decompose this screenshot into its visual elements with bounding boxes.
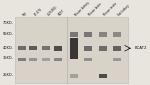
- Text: 40KD-: 40KD-: [3, 46, 14, 50]
- Text: 35KD-: 35KD-: [3, 56, 14, 60]
- Bar: [113, 58, 121, 61]
- Text: Mouse brain: Mouse brain: [88, 2, 103, 17]
- Bar: [99, 32, 107, 37]
- Bar: [30, 46, 38, 50]
- Text: 55KD-: 55KD-: [3, 32, 14, 36]
- Text: 25KD-: 25KD-: [3, 73, 14, 77]
- Bar: [42, 58, 50, 61]
- Bar: [113, 46, 121, 50]
- Bar: [84, 46, 92, 50]
- Bar: [70, 74, 78, 78]
- Text: U-251MG: U-251MG: [46, 5, 58, 17]
- Text: 70KD-: 70KD-: [3, 21, 14, 25]
- Bar: [54, 46, 62, 50]
- Text: Mouse testis: Mouse testis: [103, 2, 118, 17]
- Bar: [54, 58, 62, 61]
- Text: BT-474: BT-474: [33, 7, 43, 17]
- Bar: [84, 58, 92, 61]
- Bar: [99, 74, 107, 78]
- Bar: [113, 32, 121, 37]
- Bar: [70, 32, 78, 37]
- Text: MCF7: MCF7: [58, 9, 66, 17]
- Bar: [18, 58, 26, 61]
- Bar: [84, 32, 92, 37]
- Bar: [42, 46, 50, 50]
- Bar: [15, 17, 128, 83]
- Bar: [70, 38, 78, 59]
- Text: BCAT2: BCAT2: [135, 46, 147, 50]
- Text: Raji: Raji: [22, 11, 28, 17]
- Text: Rat kidney: Rat kidney: [117, 4, 130, 17]
- Text: Mouse kidney: Mouse kidney: [74, 1, 90, 17]
- Bar: [30, 58, 38, 61]
- Bar: [18, 46, 26, 50]
- Bar: [99, 46, 107, 50]
